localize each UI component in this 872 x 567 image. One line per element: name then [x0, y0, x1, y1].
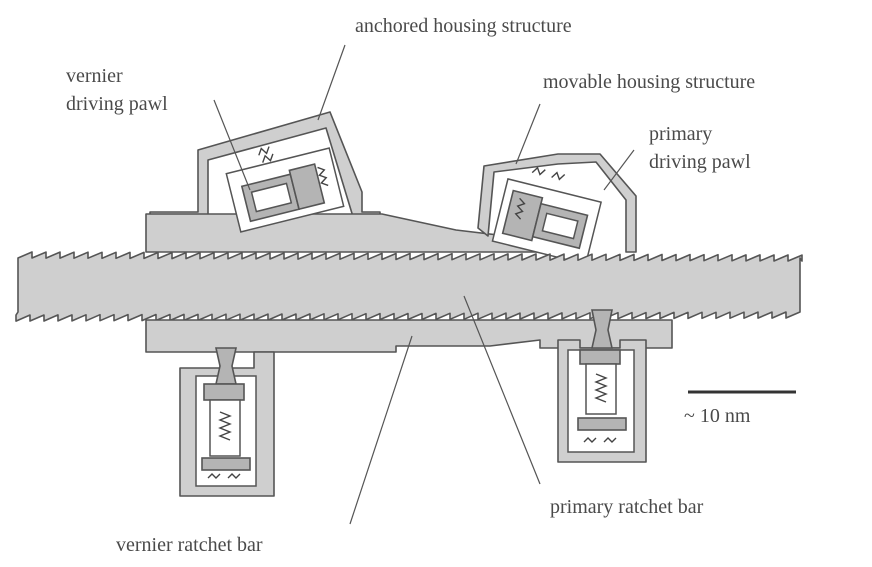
lower-right-pawl-tip: [591, 309, 613, 349]
label-primary-pawl-line2: driving pawl: [649, 151, 751, 173]
vernier-pawl-assembly: [225, 146, 345, 233]
central-ratchet-bar: [15, 251, 803, 322]
lower-left-spring-bottom: [207, 473, 241, 479]
lower-left-spring: [218, 411, 232, 441]
lower-right-base: [577, 417, 627, 431]
vernier-spring-top: [258, 146, 274, 163]
vernier-pawl-piston: [288, 163, 326, 211]
label-anchored-housing: anchored housing structure: [355, 15, 572, 37]
leader-movable-housing: [515, 103, 541, 165]
lower-right-spring-bottom: [583, 437, 617, 443]
label-movable-housing: movable housing structure: [543, 71, 756, 93]
label-vernier-pawl-line1: vernier: [66, 65, 123, 87]
lower-left-spring-cell: [209, 399, 241, 457]
primary-spring-side: [514, 197, 526, 220]
leader-vernier-bar: [349, 335, 413, 525]
lower-left-pawl-head: [203, 383, 245, 401]
label-scale: ~ 10 nm: [684, 405, 751, 427]
label-vernier-ratchet-bar: vernier ratchet bar: [116, 534, 263, 556]
leader-anchored-housing: [317, 44, 346, 121]
label-primary-pawl-line1: primary: [649, 123, 713, 145]
leader-primary-pawl: [603, 149, 635, 191]
lower-left-pawl-tip: [215, 347, 237, 385]
lower-left-base: [201, 457, 251, 471]
lower-right-spring: [594, 373, 608, 403]
movable-housing-upper: [477, 153, 637, 253]
vernier-pawl-slot: [250, 182, 293, 213]
vernier-spring-side: [317, 166, 329, 187]
primary-pawl-assembly: [491, 166, 603, 266]
primary-pawl-slot: [541, 212, 579, 240]
label-vernier-pawl-line2: driving pawl: [66, 93, 168, 115]
leader-primary-bar: [463, 295, 541, 485]
leader-vernier-pawl: [213, 99, 251, 191]
primary-spring-top: [531, 166, 566, 181]
label-primary-ratchet-bar: primary ratchet bar: [550, 496, 704, 518]
lower-right-pawl-head: [579, 349, 621, 365]
lower-right-spring-cell: [585, 363, 617, 415]
